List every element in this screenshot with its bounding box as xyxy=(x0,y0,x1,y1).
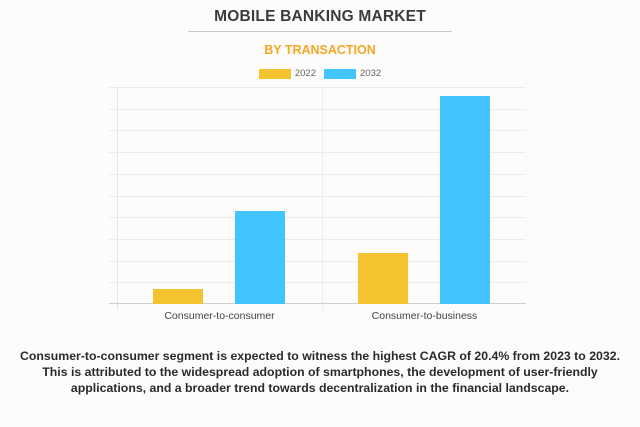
gridline xyxy=(109,238,526,240)
bar-consumer-to-business-2022[interactable] xyxy=(357,253,408,304)
chart-subtitle: BY TRANSACTION xyxy=(264,43,376,57)
chart-caption: Consumer-to-consumer segment is expected… xyxy=(20,349,620,395)
legend-item-2022[interactable]: 2022 xyxy=(258,68,316,79)
gridline xyxy=(109,173,526,175)
gridline xyxy=(109,260,526,262)
gridline xyxy=(109,87,526,88)
gridline xyxy=(109,130,526,132)
legend-swatch-2022 xyxy=(258,68,291,79)
legend-label-2032: 2032 xyxy=(360,68,382,79)
y-axis xyxy=(117,87,118,310)
gridline xyxy=(109,152,526,154)
gridline xyxy=(109,195,526,197)
bar-consumer-to-business-2032[interactable] xyxy=(439,95,490,304)
title-divider xyxy=(188,31,452,32)
legend-label-2022: 2022 xyxy=(294,68,316,79)
x-tick-consumer-to-consumer: Consumer-to-consumer xyxy=(164,310,275,322)
legend-swatch-2032 xyxy=(324,68,356,79)
category-divider xyxy=(322,87,323,310)
plot-area xyxy=(109,87,526,310)
legend-item-2032[interactable]: 2032 xyxy=(324,68,381,79)
chart-title: MOBILE BANKING MARKET xyxy=(214,8,426,25)
gridline xyxy=(109,217,526,219)
x-axis xyxy=(109,303,526,304)
gridline xyxy=(109,108,526,110)
gridline xyxy=(109,282,526,284)
x-tick-consumer-to-business: Consumer-to-business xyxy=(371,310,478,322)
chart-legend: 2022 2032 xyxy=(0,68,640,79)
bar-consumer-to-consumer-2022[interactable] xyxy=(153,288,204,304)
bar-consumer-to-consumer-2032[interactable] xyxy=(235,210,286,304)
